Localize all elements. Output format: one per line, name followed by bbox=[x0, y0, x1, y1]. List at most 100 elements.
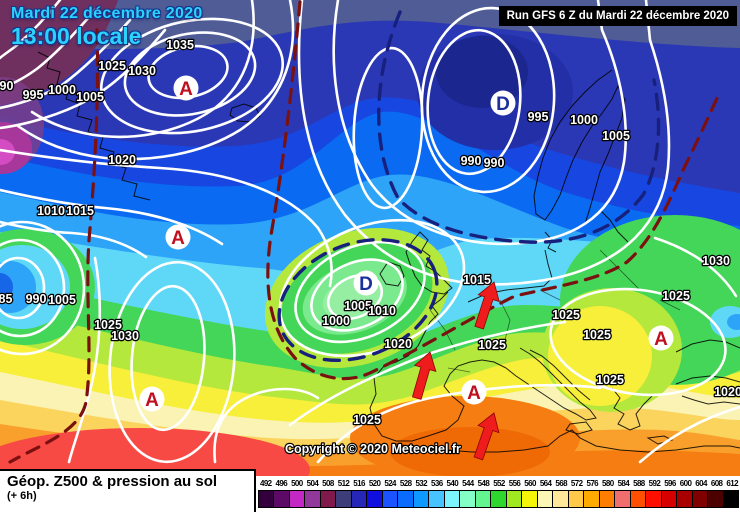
colorbar-cell bbox=[444, 491, 461, 507]
pressure-label: 1030 bbox=[111, 329, 139, 343]
pressure-label: 1005 bbox=[76, 90, 104, 104]
colorbar-cell bbox=[630, 491, 647, 507]
pressure-label: 1005 bbox=[602, 129, 630, 143]
colorbar-value: 604 bbox=[695, 479, 707, 488]
colorbar-value: 600 bbox=[679, 479, 692, 488]
colorbar-cell bbox=[599, 491, 616, 507]
pressure-label: 995 bbox=[528, 110, 549, 124]
pressure-label: 1020 bbox=[714, 385, 740, 399]
colorbar-cell bbox=[413, 491, 430, 507]
colorbar-value: 560 bbox=[524, 479, 536, 488]
colorbar-value: 568 bbox=[555, 479, 567, 488]
colorbar-cell bbox=[553, 491, 569, 507]
pressure-label: 1005 bbox=[344, 299, 372, 313]
wind-arrow bbox=[411, 351, 437, 400]
pressure-label: 1030 bbox=[128, 64, 156, 78]
svg-text:D: D bbox=[359, 274, 373, 295]
colorbar-cell bbox=[584, 491, 600, 507]
colorbar-value: 496 bbox=[275, 479, 288, 488]
colorbar-cell bbox=[289, 491, 306, 507]
colorbar-value: 536 bbox=[431, 479, 443, 488]
pressure-label: 1025 bbox=[478, 338, 506, 352]
pressure-label: 1015 bbox=[463, 273, 491, 287]
pressure-label: 1020 bbox=[384, 337, 412, 351]
colorbar-cell bbox=[522, 491, 538, 507]
svg-text:A: A bbox=[171, 228, 185, 249]
colorbar-cell bbox=[506, 491, 523, 507]
pressure-label: 1010 bbox=[37, 204, 65, 218]
pressure-label: 1025 bbox=[583, 328, 611, 342]
copyright-label: Copyright © 2020 Meteociel.fr bbox=[285, 442, 461, 456]
svg-text:A: A bbox=[179, 79, 193, 100]
pressure-label: 990 bbox=[484, 156, 505, 170]
wind-arrow bbox=[473, 412, 500, 461]
low-pressure-marker: D bbox=[353, 270, 379, 296]
colorbar-values: 492 496 500 504 508 512 516 520 524 528 532 536 540 5… bbox=[258, 479, 740, 488]
low-pressure-marker: D bbox=[490, 90, 516, 116]
colorbar-value: 512 bbox=[337, 479, 350, 488]
colorbar-cell bbox=[460, 491, 476, 507]
colorbar-cell bbox=[491, 491, 507, 507]
pressure-label: 985 bbox=[0, 292, 12, 306]
colorbar-value: 528 bbox=[399, 479, 412, 488]
pressure-label: 1000 bbox=[48, 83, 76, 97]
colorbar-cell bbox=[274, 491, 290, 507]
synoptic-map: 1035102510309909951000100510201010101598… bbox=[0, 0, 740, 476]
pressure-label: 990 bbox=[0, 79, 13, 93]
pressure-label: 990 bbox=[26, 292, 47, 306]
colorbar-cell bbox=[723, 491, 739, 507]
pressure-label: 1015 bbox=[66, 204, 94, 218]
high-pressure-marker: A bbox=[461, 379, 487, 405]
run-info-box: Run GFS 6 Z du Mardi 22 décembre 2020 bbox=[498, 6, 737, 26]
colorbar-value: 500 bbox=[291, 479, 303, 488]
colorbar-value: 592 bbox=[648, 479, 661, 488]
colorbar-value: 520 bbox=[368, 479, 381, 488]
colorbar-value: 548 bbox=[477, 479, 490, 488]
legend-title: Géop. Z500 & pression au sol bbox=[7, 473, 218, 490]
country-borders bbox=[429, 249, 681, 373]
legend-subtitle: (+ 6h) bbox=[7, 490, 37, 502]
pressure-centers: A A A A A D D bbox=[139, 75, 674, 412]
colorbar-value: 544 bbox=[462, 479, 474, 488]
pressure-label: 1025 bbox=[98, 59, 126, 73]
pressure-label: 990 bbox=[461, 154, 482, 168]
pressure-label: 1000 bbox=[322, 314, 350, 328]
pressure-label: 1025 bbox=[552, 308, 580, 322]
high-pressure-marker: A bbox=[173, 75, 199, 101]
wind-arrow bbox=[474, 281, 500, 330]
colorbar-cell bbox=[708, 491, 724, 507]
colorbar-value: 508 bbox=[322, 479, 334, 488]
colorbar-value: 552 bbox=[493, 479, 505, 488]
pressure-label: 1025 bbox=[353, 413, 381, 427]
high-pressure-marker: A bbox=[165, 224, 191, 250]
pressure-label: 1025 bbox=[596, 373, 624, 387]
wind-arrows bbox=[411, 281, 500, 461]
colorbar-value: 580 bbox=[602, 479, 614, 488]
colorbar-value: 524 bbox=[384, 479, 396, 488]
colorbar-value: 504 bbox=[306, 479, 319, 488]
pressure-label: 1035 bbox=[166, 38, 194, 52]
colorbar-cell bbox=[382, 491, 399, 507]
date-label: Mardi 22 décembre 2020 bbox=[11, 5, 203, 22]
colorbar-value: 564 bbox=[539, 479, 552, 488]
colorbar-cell bbox=[305, 491, 321, 507]
colorbar-cell bbox=[568, 491, 585, 507]
pressure-label: 1030 bbox=[702, 254, 730, 268]
colorbar-cell bbox=[615, 491, 631, 507]
colorbar-value: 572 bbox=[570, 479, 583, 488]
colorbar-cell bbox=[692, 491, 709, 507]
pressure-label: 1025 bbox=[94, 318, 122, 332]
colorbar-value: 532 bbox=[415, 479, 428, 488]
colorbar-cell bbox=[367, 491, 383, 507]
svg-text:A: A bbox=[467, 383, 481, 404]
colorbar-cell bbox=[398, 491, 414, 507]
trough-lines bbox=[8, 0, 720, 464]
z500-dashed-contours bbox=[277, 10, 661, 363]
pressure-label: 1000 bbox=[570, 113, 598, 127]
colorbar bbox=[258, 490, 739, 508]
svg-text:A: A bbox=[145, 390, 159, 411]
colorbar-value: 596 bbox=[664, 479, 676, 488]
pressure-label: 1005 bbox=[48, 293, 76, 307]
colorbar-value: 612 bbox=[726, 479, 738, 488]
